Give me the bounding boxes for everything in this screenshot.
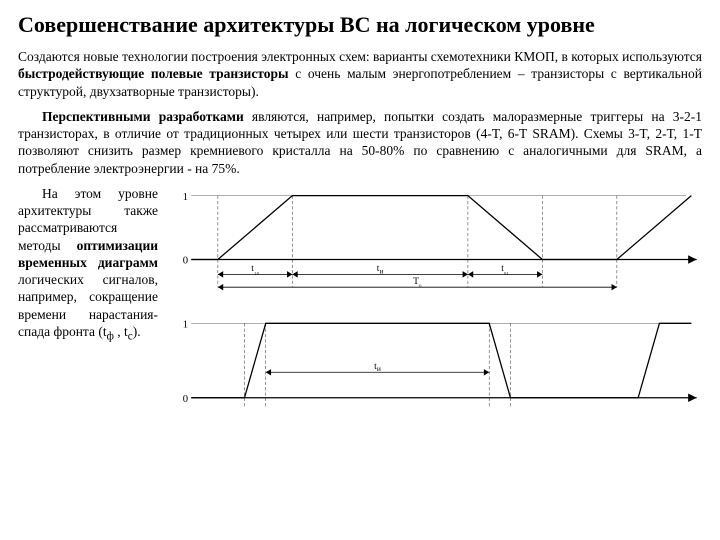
timing-diagram: 1 0 t₁₀ tи t₀₁ T₀ 1 0 tи: [170, 185, 702, 408]
svg-text:tи: tи: [377, 263, 384, 275]
side-paragraph: На этом уровне архитектуры также рассмат…: [18, 185, 158, 408]
svg-text:0: 0: [183, 394, 188, 405]
svg-text:1: 1: [183, 192, 188, 203]
paragraph-1: Создаются новые технологии построения эл…: [18, 48, 702, 100]
svg-text:t₀₁: t₀₁: [501, 263, 509, 275]
svg-text:0: 0: [183, 256, 188, 267]
page-title: Совершенствание архитектуры ВС на логиче…: [18, 12, 702, 38]
svg-text:t₁₀: t₁₀: [251, 263, 259, 275]
svg-text:tи: tи: [374, 361, 381, 373]
content-row: На этом уровне архитектуры также рассмат…: [18, 185, 702, 408]
svg-text:T₀: T₀: [413, 276, 422, 288]
paragraph-2: Перспективными разработками являются, на…: [18, 108, 702, 177]
svg-text:1: 1: [183, 319, 188, 330]
